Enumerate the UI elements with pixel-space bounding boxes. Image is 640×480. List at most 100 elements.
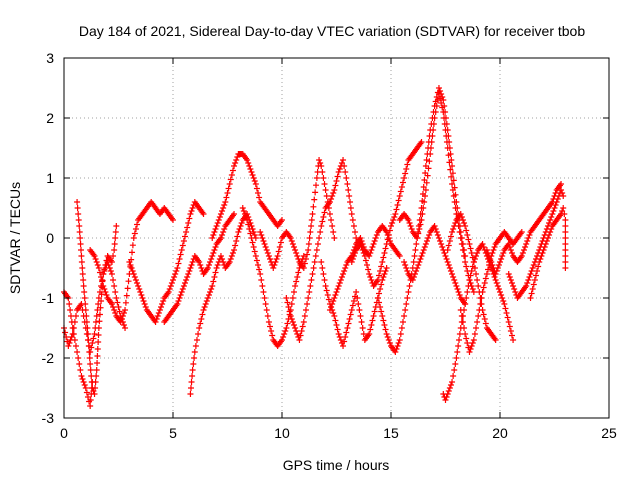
data-point [321,209,328,216]
data-point [528,290,535,297]
data-point [106,265,113,271]
data-point [174,301,181,307]
data-point [220,205,227,211]
data-point [251,248,258,255]
data-point [548,226,555,232]
data-point [308,223,315,229]
data-point [93,373,100,379]
data-series [505,187,567,301]
data-point [417,256,424,262]
data-point [193,337,200,343]
data-point [495,286,502,292]
data-point [391,214,398,220]
data-point [276,244,283,250]
data-point [402,307,409,313]
data-point [79,271,86,277]
data-point [470,259,477,265]
data-point [219,208,226,214]
data-point [350,223,357,229]
data-point [379,259,386,265]
data-point [490,247,497,253]
data-point [413,268,420,274]
data-point [459,247,466,253]
data-point [449,271,456,277]
data-point [280,334,287,340]
data-point [371,238,378,244]
y-axis-label: SDTVAR / TECUs [7,182,23,294]
data-point [364,262,371,268]
data-point [179,286,186,292]
data-point [248,235,255,241]
data-point [561,211,568,217]
data-point [502,305,509,312]
data-series [527,205,569,301]
data-point [374,277,381,283]
data-point [90,335,97,342]
data-series [87,199,176,325]
data-point [124,285,131,292]
data-point [462,331,469,337]
data-point [312,189,319,196]
data-point [457,307,464,313]
data-point [442,253,449,259]
data-point [467,272,474,279]
data-point [482,320,489,327]
data-point [506,244,513,250]
data-point [503,310,510,316]
data-point [294,253,301,259]
data-point [379,313,386,319]
data-point [233,157,240,163]
data-point [311,259,318,265]
data-point [357,313,364,319]
data-point [457,211,464,217]
data-point [181,233,188,240]
data-point [397,331,404,337]
data-point [179,242,186,249]
data-point [394,343,401,349]
data-point [454,349,461,355]
data-point [180,238,187,244]
data-point [479,241,486,247]
data-point [331,235,338,241]
data-point [153,316,160,322]
data-point [423,179,430,186]
data-point [493,280,500,286]
data-point [195,331,202,337]
data-point [415,230,422,237]
data-point [456,331,463,337]
data-point [219,232,226,238]
data-point [166,286,173,292]
data-point [154,313,161,319]
data-point [343,329,350,336]
data-point [420,247,427,253]
data-point [253,185,260,192]
data-point [422,187,429,193]
data-point [122,299,129,306]
data-point [345,187,352,193]
data-point [267,323,274,330]
data-point [66,340,73,346]
data-point [312,253,319,259]
data-point [267,256,274,262]
data-point [443,256,450,262]
data-point [501,301,508,307]
data-point [221,226,228,232]
data-point [491,244,498,250]
data-point [119,313,126,319]
data-point [414,265,421,271]
data-point [91,391,98,397]
data-point [456,229,463,235]
data-point [461,325,468,331]
data-point [83,313,90,319]
data-point [403,265,410,271]
data-point [313,247,320,253]
data-point [296,337,303,343]
data-point [559,190,566,196]
data-point [446,159,453,166]
data-point [393,206,400,213]
data-point [494,283,501,289]
data-point [560,193,567,199]
data-point [289,319,296,325]
data-point [395,197,402,204]
